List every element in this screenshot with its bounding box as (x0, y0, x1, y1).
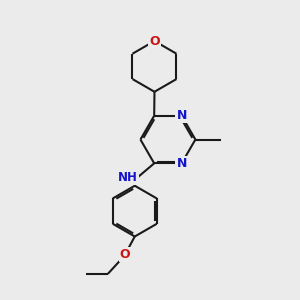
Text: NH: NH (118, 171, 138, 184)
Text: O: O (149, 34, 160, 47)
Text: N: N (176, 109, 187, 122)
Text: O: O (120, 248, 130, 261)
Text: N: N (176, 157, 187, 170)
